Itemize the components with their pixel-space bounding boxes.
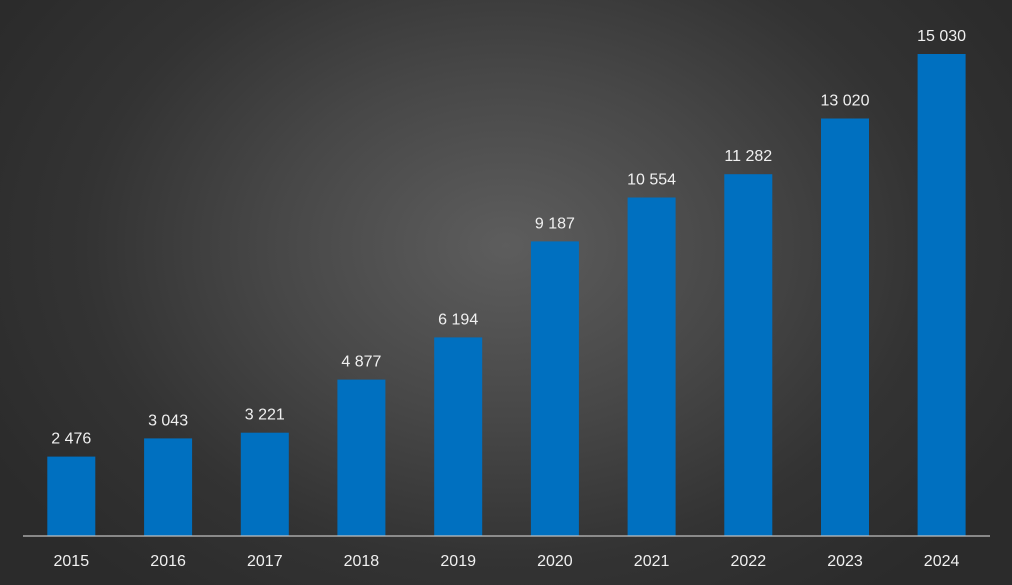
x-tick-label-2019: 2019 [440, 553, 476, 570]
x-tick-label-2018: 2018 [344, 553, 380, 570]
bars-group [47, 54, 966, 536]
x-tick-label-2022: 2022 [731, 553, 767, 570]
x-tick-label-2017: 2017 [247, 553, 283, 570]
data-label-2017: 3 221 [245, 407, 285, 424]
data-label-2020: 9 187 [535, 215, 575, 232]
data-label-2022: 11 282 [724, 148, 772, 165]
bar-2020 [530, 241, 579, 536]
data-label-2024: 15 030 [917, 28, 966, 45]
data-label-2016: 3 043 [148, 412, 188, 429]
bar-2016 [144, 438, 193, 536]
bar-2018 [337, 379, 386, 536]
x-tick-label-2015: 2015 [54, 553, 90, 570]
x-tick-label-2023: 2023 [827, 553, 863, 570]
x-tick-label-2024: 2024 [924, 553, 960, 570]
bar-2015 [47, 456, 96, 536]
x-tick-label-2020: 2020 [537, 553, 573, 570]
bar-2019 [434, 337, 483, 536]
data-label-2018: 4 877 [341, 354, 381, 371]
data-label-2023: 13 020 [821, 93, 870, 110]
x-tick-label-2021: 2021 [634, 553, 670, 570]
x-tick-labels-group: 2015 2016 2017 2018 2019 2020 2021 2022 2023 2024 [54, 553, 960, 570]
data-labels-group: 2 476 3 043 3 221 4 877 6 194 9 187 10 554 11 2… [51, 28, 966, 448]
bar-2023 [821, 118, 869, 536]
data-label-2019: 6 194 [438, 311, 478, 328]
bar-2022 [724, 174, 773, 536]
x-tick-label-2016: 2016 [150, 553, 186, 570]
bar-2021 [627, 197, 676, 536]
bar-2024 [917, 54, 966, 536]
data-label-2021: 10 554 [627, 172, 676, 189]
bar-2017 [240, 432, 289, 536]
data-label-2015: 2 476 [51, 431, 91, 448]
